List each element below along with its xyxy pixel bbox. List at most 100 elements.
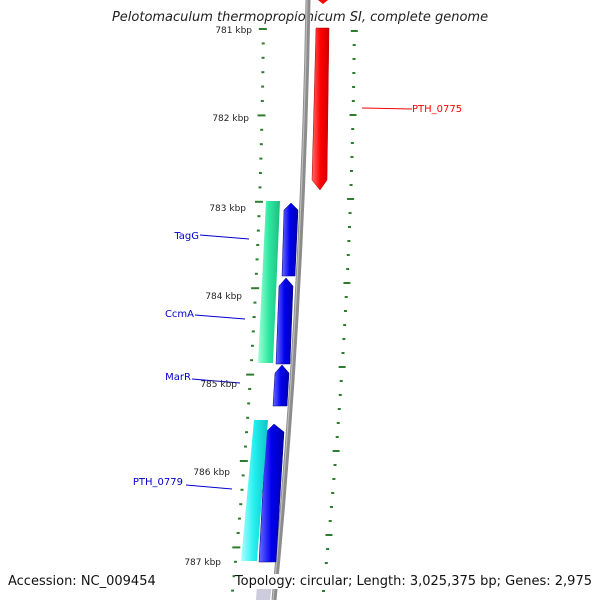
- outer-minor-tick: [343, 310, 347, 312]
- tick-marks: [231, 28, 358, 592]
- outer-minor-tick: [352, 86, 356, 88]
- inner-major-tick: [254, 200, 263, 203]
- gene-arrow-ccma[interactable]: [275, 277, 294, 365]
- label-line-ccma: [194, 314, 246, 320]
- topology-label: Topology: circular; Length: 3,025,375 bp…: [234, 574, 592, 589]
- inner-minor-tick: [250, 359, 254, 362]
- tick-label-784: 784 kbp: [205, 292, 242, 302]
- outer-minor-tick: [326, 548, 330, 550]
- inner-minor-tick: [231, 589, 235, 592]
- map-title: Pelotomaculum thermopropionicum SI, comp…: [111, 10, 489, 25]
- outer-minor-tick: [333, 464, 337, 466]
- outer-minor-tick: [324, 562, 328, 564]
- outer-minor-tick: [328, 520, 332, 522]
- inner-minor-tick: [246, 416, 250, 419]
- outer-minor-tick: [329, 506, 333, 508]
- outer-minor-tick: [350, 142, 354, 144]
- inner-minor-tick: [258, 186, 262, 189]
- inner-minor-tick: [259, 143, 263, 146]
- inner-minor-tick: [261, 42, 265, 45]
- inner-minor-tick: [257, 215, 261, 218]
- gene-label-tagg[interactable]: TagG: [173, 231, 199, 242]
- outer-minor-tick: [344, 296, 348, 298]
- feature-green[interactable]: [258, 201, 280, 363]
- gene-arrow-taggg[interactable]: [281, 202, 299, 277]
- outer-minor-tick: [347, 240, 351, 242]
- outer-minor-tick: [332, 478, 336, 480]
- inner-minor-tick: [240, 488, 244, 491]
- outer-minor-tick: [336, 422, 340, 424]
- tick-label-785: 785 kbp: [200, 380, 237, 390]
- label-line-pth-0779: [185, 484, 233, 490]
- outer-minor-tick: [346, 254, 350, 256]
- outer-minor-tick: [351, 128, 355, 130]
- inner-major-tick: [257, 114, 266, 117]
- outer-minor-tick: [337, 408, 341, 410]
- gene-arrow-pth-0775[interactable]: [311, 27, 330, 191]
- inner-minor-tick: [247, 402, 251, 405]
- inner-minor-tick: [236, 532, 240, 534]
- inner-minor-tick: [259, 157, 263, 160]
- inner-minor-tick: [239, 503, 243, 506]
- outer-major-tick: [349, 114, 357, 116]
- outer-minor-tick: [338, 394, 342, 396]
- outer-minor-tick: [348, 212, 352, 214]
- inner-major-tick: [246, 373, 255, 376]
- outer-minor-tick: [350, 170, 354, 172]
- inner-major-tick: [232, 546, 241, 549]
- inner-minor-tick: [253, 301, 257, 304]
- inner-major-tick: [239, 460, 248, 462]
- tick-label-787: 787 kbp: [184, 558, 221, 568]
- genome-backbone: [271, 0, 311, 600]
- outer-minor-tick: [343, 324, 347, 326]
- tick-label-781: 781 kbp: [215, 26, 252, 36]
- feature-cyan[interactable]: [241, 420, 268, 561]
- outer-minor-tick: [335, 436, 339, 438]
- outer-minor-tick: [347, 226, 351, 228]
- gene-label-pth-0779[interactable]: PTH_0779: [133, 477, 183, 488]
- gene-label-ccma[interactable]: CcmA: [165, 309, 194, 320]
- outer-minor-tick: [322, 590, 326, 592]
- inner-minor-tick: [261, 71, 265, 74]
- inner-minor-tick: [248, 388, 252, 390]
- outer-major-tick: [325, 534, 333, 536]
- outer-minor-tick: [339, 380, 343, 382]
- outer-minor-tick: [352, 72, 356, 74]
- outer-minor-tick: [331, 492, 335, 494]
- outer-major-tick: [343, 282, 351, 284]
- genome-backbone-highlight: [272, 0, 308, 600]
- outer-minor-tick: [349, 184, 353, 186]
- outer-major-tick: [350, 30, 358, 32]
- outer-major-tick: [338, 366, 346, 368]
- inner-minor-tick: [261, 85, 265, 88]
- accession-label: Accession: NC_009454: [8, 574, 156, 589]
- tick-label-786: 786 kbp: [193, 468, 230, 478]
- inner-major-tick: [258, 28, 267, 30]
- outer-minor-tick: [341, 352, 345, 354]
- label-line-pth-0775: [361, 107, 413, 110]
- gene-arrow-marr[interactable]: [272, 364, 290, 407]
- inner-minor-tick: [233, 560, 237, 563]
- label-line-marr: [191, 378, 241, 384]
- inner-minor-tick: [245, 431, 249, 434]
- inner-minor-tick: [251, 330, 255, 333]
- gene-arrow-top: [318, 0, 328, 4]
- inner-minor-tick: [254, 272, 258, 275]
- outer-minor-tick: [342, 338, 346, 340]
- outer-minor-tick: [352, 44, 356, 46]
- inner-minor-tick: [237, 517, 241, 520]
- gene-arrow-pth-0779[interactable]: [258, 423, 285, 563]
- label-line-tagg: [199, 234, 250, 240]
- outer-minor-tick: [352, 58, 356, 60]
- inner-minor-tick: [261, 56, 265, 59]
- outer-minor-tick: [346, 268, 350, 270]
- inner-minor-tick: [256, 244, 260, 246]
- inner-major-tick: [251, 287, 260, 290]
- gene-label-pth-0775[interactable]: PTH_0775: [412, 104, 462, 115]
- inner-minor-tick: [260, 128, 264, 131]
- inner-minor-tick: [260, 100, 264, 102]
- tick-label-783: 783 kbp: [209, 204, 246, 214]
- gene-label-marr[interactable]: MarR: [165, 372, 191, 383]
- inner-minor-tick: [255, 258, 259, 261]
